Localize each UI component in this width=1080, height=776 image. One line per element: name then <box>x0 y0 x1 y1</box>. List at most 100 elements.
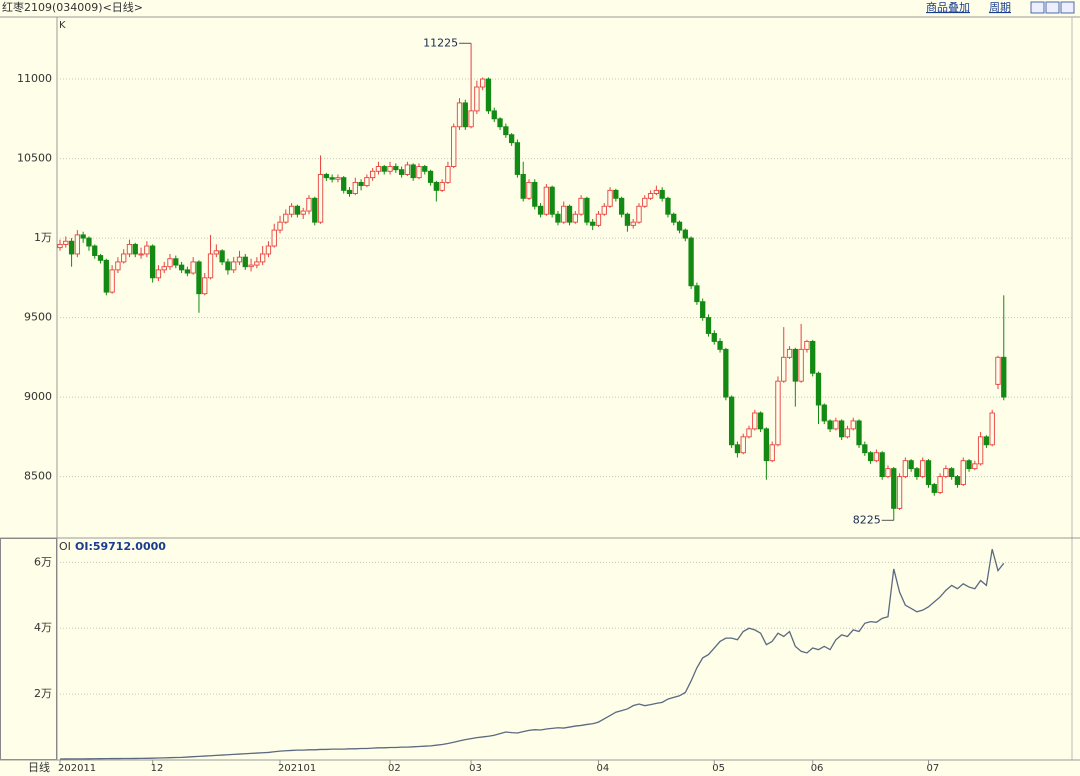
candle-body <box>908 460 914 470</box>
overlay-link[interactable]: 商品叠加 <box>926 0 970 14</box>
candle-body <box>954 476 961 485</box>
candle-body <box>879 452 885 478</box>
chart-title: 红枣2109(034009)<日线> <box>2 0 143 14</box>
candle-body <box>451 126 457 167</box>
candle-body <box>167 258 173 268</box>
candle-body <box>983 436 990 446</box>
candle-body <box>757 412 764 430</box>
y-tick-label: 9500 <box>24 311 52 324</box>
candle-body <box>896 476 903 509</box>
low-label: 8225 <box>853 513 881 526</box>
candle-body <box>503 126 509 136</box>
candle-body <box>526 181 532 199</box>
candle-body <box>914 468 920 478</box>
candle-body <box>902 460 908 478</box>
candle-body <box>781 356 787 382</box>
candle-body <box>867 452 874 462</box>
candle-body <box>92 245 98 257</box>
pane-label: OI <box>59 540 71 553</box>
candle-body <box>572 213 578 223</box>
window-buttons <box>1030 1 1075 14</box>
candle-body <box>323 174 329 179</box>
candle-body <box>144 245 150 255</box>
candle-body <box>769 444 775 462</box>
candle-body <box>468 110 474 128</box>
candle-body <box>236 256 243 263</box>
candle-body <box>815 372 822 406</box>
button[interactable] <box>1045 1 1060 14</box>
candle-body <box>497 118 503 128</box>
candle-body <box>225 261 231 271</box>
candle-body <box>804 340 810 350</box>
candle-body <box>491 110 497 120</box>
candle-body <box>613 189 619 199</box>
x-tick-label: 02 <box>388 763 401 774</box>
candle-body <box>341 177 347 191</box>
candle-body <box>653 189 660 194</box>
candle-body <box>427 170 434 183</box>
candle-body <box>566 205 573 223</box>
candle-body <box>937 476 943 493</box>
period-label: 日线 <box>28 760 50 774</box>
candle-body <box>561 205 567 223</box>
candle-body <box>283 213 289 223</box>
candle-body <box>161 266 167 271</box>
candle-body <box>433 181 439 191</box>
x-tick-label: 05 <box>712 763 725 774</box>
candle-body <box>398 169 405 175</box>
candle-body <box>115 261 121 271</box>
candle-body <box>977 436 984 465</box>
oi-value: OI:59712.0000 <box>75 540 166 553</box>
candle-body <box>508 134 515 144</box>
y-tick-label: 8500 <box>24 470 52 483</box>
candle-body <box>925 460 932 485</box>
candle-body <box>306 197 312 212</box>
button[interactable] <box>1060 1 1075 14</box>
candle-body <box>786 348 793 358</box>
candle-body <box>839 420 845 438</box>
candle-body <box>393 166 399 171</box>
candle-body <box>155 269 162 279</box>
candle-body <box>462 102 468 128</box>
candle-body <box>68 240 75 255</box>
period-link[interactable]: 周期 <box>989 1 1011 14</box>
high-label: 11225 <box>423 36 458 49</box>
x-tick-label: 06 <box>811 763 824 774</box>
candle-body <box>850 420 856 430</box>
candle-body <box>810 340 816 374</box>
candle-body <box>833 420 839 430</box>
oi-line <box>59 549 1005 760</box>
candle-body <box>590 221 596 226</box>
candle-body <box>149 245 156 279</box>
button[interactable] <box>1030 1 1045 14</box>
y-tick-label: 9000 <box>24 390 52 403</box>
candle-body <box>86 237 92 247</box>
candle-body <box>642 197 648 207</box>
candle-body <box>300 210 306 215</box>
candle-body <box>844 428 851 438</box>
candle-body <box>97 255 104 261</box>
candle-body <box>949 468 955 478</box>
candle-body <box>329 177 335 180</box>
candle-body <box>989 412 995 446</box>
candle-body <box>723 348 729 398</box>
candle-body <box>387 166 393 172</box>
candle-body <box>827 420 833 430</box>
candle-body <box>439 181 445 191</box>
candle-body <box>601 205 607 215</box>
candle-body <box>422 166 428 172</box>
candle-body <box>920 460 926 478</box>
candle-body <box>537 205 544 215</box>
candle-body <box>138 253 144 256</box>
candle-body <box>173 258 179 266</box>
candle-body <box>63 240 69 245</box>
candle-body <box>694 285 700 303</box>
candle-body <box>607 189 613 207</box>
x-tick-label: 03 <box>469 763 482 774</box>
candle-body <box>960 460 966 485</box>
candle-body <box>659 189 665 199</box>
candle-body <box>375 166 382 172</box>
candle-body <box>891 468 897 509</box>
candle-body <box>532 181 538 207</box>
